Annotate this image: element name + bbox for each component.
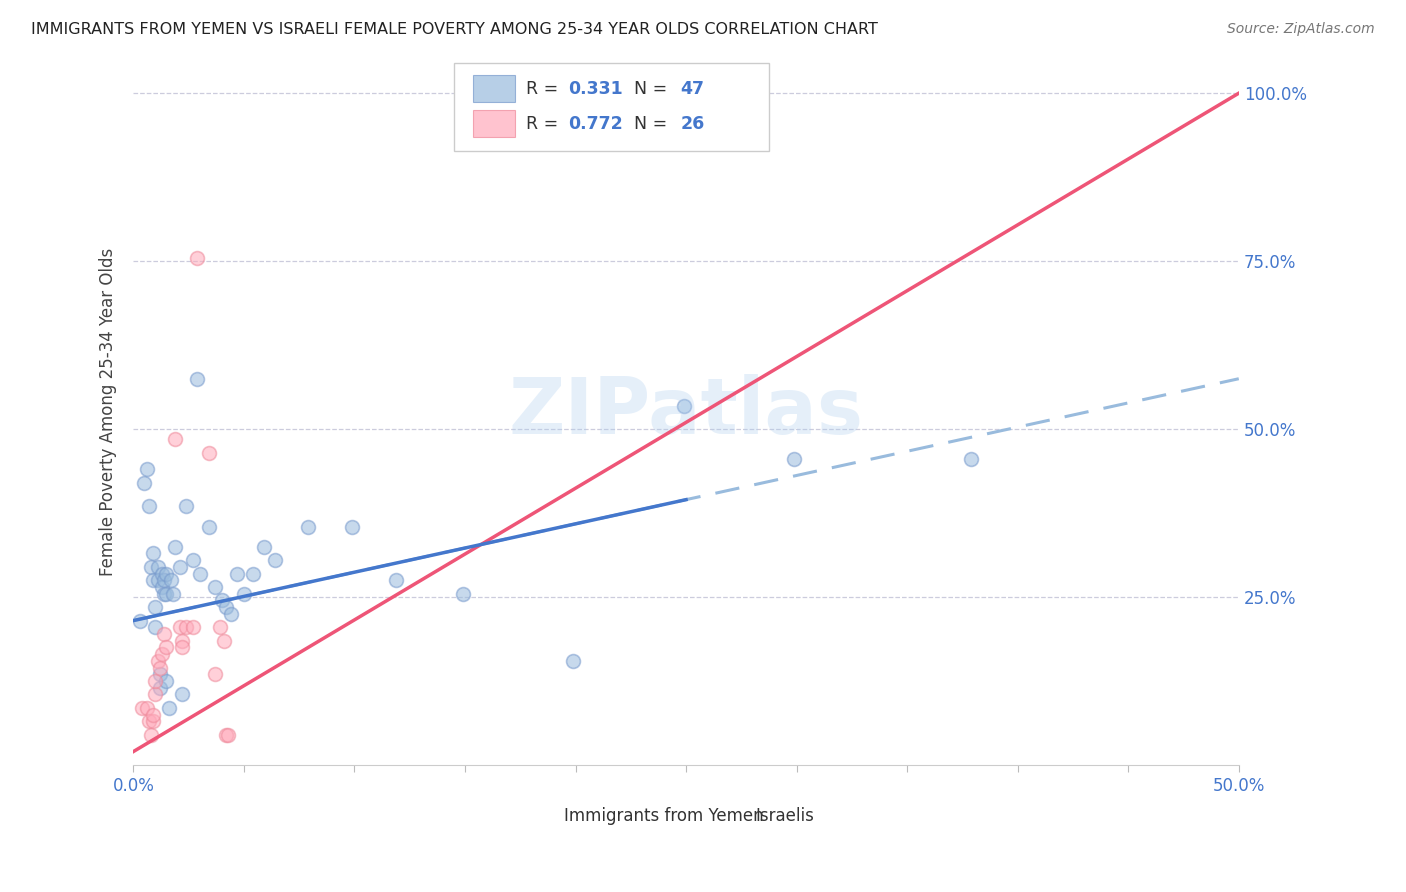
Point xyxy=(170,640,193,655)
Text: N =: N = xyxy=(623,115,673,133)
Point xyxy=(135,701,157,715)
Point xyxy=(176,620,198,634)
Point xyxy=(162,587,184,601)
Point xyxy=(142,546,165,560)
Point xyxy=(149,667,172,681)
Point xyxy=(142,574,165,588)
Text: N =: N = xyxy=(623,79,673,97)
Point xyxy=(153,574,176,588)
Point xyxy=(211,593,233,607)
Point xyxy=(232,587,254,601)
Point xyxy=(155,566,177,581)
Point xyxy=(170,688,193,702)
Text: 47: 47 xyxy=(681,79,704,97)
Point xyxy=(145,674,167,689)
Point xyxy=(169,620,191,634)
Text: Immigrants from Yemen: Immigrants from Yemen xyxy=(564,807,763,825)
Point xyxy=(142,714,165,729)
Point xyxy=(204,580,226,594)
Point xyxy=(217,728,239,742)
Point xyxy=(150,580,173,594)
FancyBboxPatch shape xyxy=(717,805,748,827)
Point xyxy=(145,600,167,615)
Text: 0.772: 0.772 xyxy=(568,115,623,133)
Text: R =: R = xyxy=(526,79,564,97)
FancyBboxPatch shape xyxy=(472,75,515,102)
Point xyxy=(181,553,204,567)
Point xyxy=(215,728,238,742)
FancyBboxPatch shape xyxy=(454,63,769,152)
Point xyxy=(153,627,176,641)
Point xyxy=(150,566,173,581)
FancyBboxPatch shape xyxy=(472,111,515,137)
Point xyxy=(155,587,177,601)
Text: 26: 26 xyxy=(681,115,704,133)
Point xyxy=(186,372,208,386)
FancyBboxPatch shape xyxy=(526,805,557,827)
Point xyxy=(146,654,169,668)
Text: Israelis: Israelis xyxy=(755,807,814,825)
Text: Source: ZipAtlas.com: Source: ZipAtlas.com xyxy=(1227,22,1375,37)
Point xyxy=(181,620,204,634)
Point xyxy=(146,574,169,588)
Point xyxy=(188,566,211,581)
Point xyxy=(142,707,165,722)
Point xyxy=(135,462,157,476)
Point xyxy=(131,701,153,715)
Point xyxy=(451,587,474,601)
Point xyxy=(208,620,231,634)
Point xyxy=(157,701,180,715)
Point xyxy=(242,566,264,581)
Point xyxy=(562,654,585,668)
Point xyxy=(160,574,183,588)
Point xyxy=(197,445,219,459)
Point xyxy=(145,688,167,702)
Text: R =: R = xyxy=(526,115,564,133)
Point xyxy=(215,600,238,615)
Point xyxy=(139,559,162,574)
Point xyxy=(297,519,319,533)
Point xyxy=(169,559,191,574)
Point xyxy=(960,452,983,467)
Point xyxy=(138,714,160,729)
Point xyxy=(204,667,226,681)
Point xyxy=(134,475,156,490)
Point xyxy=(145,620,167,634)
Point xyxy=(153,587,176,601)
Point xyxy=(155,640,177,655)
Point xyxy=(149,660,172,674)
Point xyxy=(197,519,219,533)
Text: ZIPatlas: ZIPatlas xyxy=(509,375,863,450)
Point xyxy=(253,540,276,554)
Point xyxy=(149,681,172,695)
Point xyxy=(219,607,242,621)
Point xyxy=(165,540,187,554)
Point xyxy=(672,399,695,413)
Text: 0.331: 0.331 xyxy=(568,79,623,97)
Y-axis label: Female Poverty Among 25-34 Year Olds: Female Poverty Among 25-34 Year Olds xyxy=(100,248,117,576)
Point xyxy=(146,559,169,574)
Point xyxy=(139,728,162,742)
Point xyxy=(783,452,806,467)
Point xyxy=(150,647,173,661)
Point xyxy=(138,500,160,514)
Point xyxy=(129,614,152,628)
Point xyxy=(263,553,285,567)
Point xyxy=(342,519,364,533)
Text: IMMIGRANTS FROM YEMEN VS ISRAELI FEMALE POVERTY AMONG 25-34 YEAR OLDS CORRELATIO: IMMIGRANTS FROM YEMEN VS ISRAELI FEMALE … xyxy=(31,22,877,37)
Point xyxy=(385,574,408,588)
Point xyxy=(186,251,208,265)
Point xyxy=(155,674,177,689)
Point xyxy=(226,566,249,581)
Point xyxy=(165,432,187,446)
Point xyxy=(170,633,193,648)
Point xyxy=(212,633,235,648)
Point xyxy=(176,500,198,514)
